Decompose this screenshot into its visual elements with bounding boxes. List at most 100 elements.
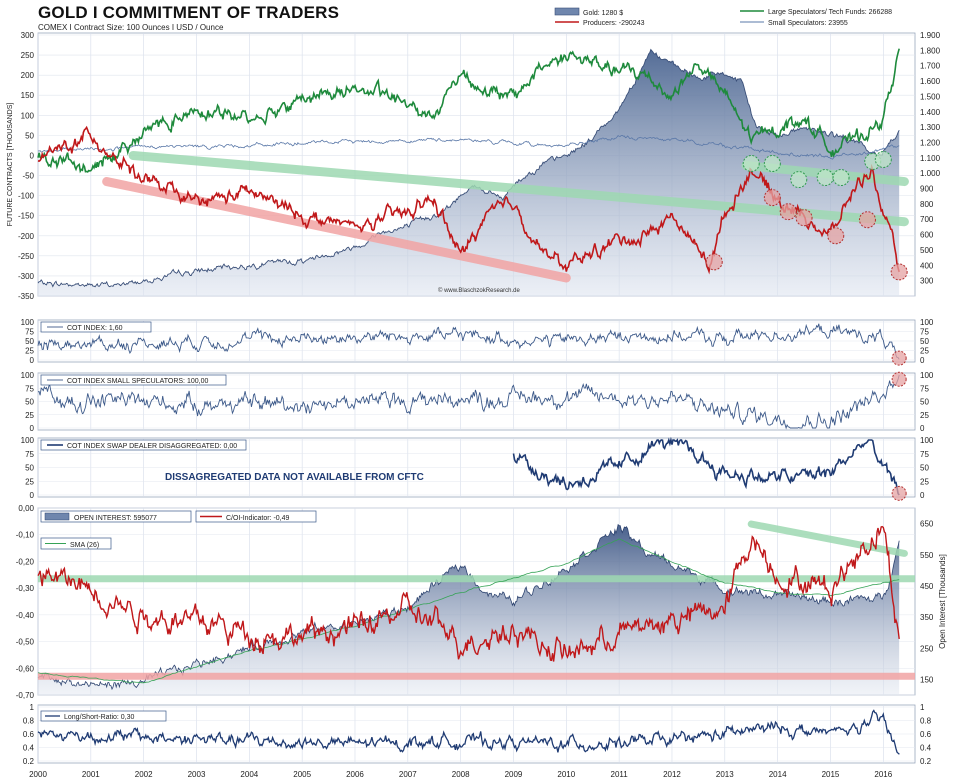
red-marker (705, 253, 723, 271)
green-marker (790, 171, 808, 189)
y-tick-label: 1 (30, 703, 35, 712)
y2-tick-label: 500 (920, 246, 934, 255)
small-speculators-line (37, 135, 900, 160)
cot-index-line (37, 323, 900, 360)
green-marker (742, 154, 760, 172)
y2-tick-label: 100 (920, 371, 934, 380)
y2-tick-label: 400 (920, 261, 934, 270)
x-tick-label: 2008 (452, 770, 470, 779)
long-short-line (37, 709, 900, 755)
long-short-panel: 1 1 0.8 0.8 0.6 0.6 0.4 0.4 0.2 0.2 Long/Short-Rat… (23, 703, 932, 766)
cot-index-swap-dealer-legend-box (40, 439, 247, 451)
y2-tick-label: 50 (920, 337, 929, 346)
y-tick-label: 25 (25, 347, 34, 356)
y2-tick-label: 650 (920, 520, 934, 529)
cot-index-legend-box (40, 321, 152, 333)
x-tick-label: 2002 (135, 770, 153, 779)
y2-tick-label: 25 (920, 477, 929, 486)
y-tick-label: 25 (25, 477, 34, 486)
x-tick-label: 2016 (874, 770, 892, 779)
producers-legend-label: Producers: -290243 (583, 20, 645, 27)
red-marker (891, 485, 907, 501)
cot-index-swap-dealer-line (512, 436, 900, 496)
y-tick-label: -300 (18, 272, 35, 281)
x-tick-label: 2005 (293, 770, 311, 779)
x-tick-label: 2003 (188, 770, 206, 779)
y2-tick-label: 700 (920, 215, 934, 224)
x-tick-label: 2014 (769, 770, 787, 779)
y-tick-label: -0,20 (16, 557, 35, 566)
y2-tick-label: 150 (920, 675, 934, 684)
red-marker (795, 209, 813, 227)
ls-legend-label: Long/Short-Ratio: 0,30 (64, 714, 135, 721)
y-tick-label: 0,00 (18, 504, 34, 513)
y2-tick-label: 50 (920, 398, 929, 407)
x-tick-label: 2011 (611, 770, 629, 779)
y2-tick-label: 1.100 (920, 154, 941, 163)
gold-legend-label: Gold: 1280 $ (583, 10, 623, 17)
y2-tick-label: 75 (920, 450, 929, 459)
y-tick-label: 0.2 (23, 757, 35, 766)
y2-tick-label: 550 (920, 551, 934, 560)
y2-tick-label: 50 (920, 464, 929, 473)
red-marker (779, 203, 797, 221)
x-tick-label: 2007 (399, 770, 417, 779)
green-marker (816, 169, 834, 187)
watermark: © www.BlaschzokResearch.de (438, 287, 520, 294)
y2-tick-label: 1.500 (920, 92, 941, 101)
red-marker (763, 189, 781, 207)
y-axis-label: FUTURE CONTRACTS [THOUSANDS] (7, 103, 14, 227)
x-tick-label: 2009 (505, 770, 523, 779)
y2-tick-label: 600 (920, 231, 934, 240)
x-tick-label: 2010 (557, 770, 575, 779)
coi-legend-label: C/OI-Indicator: -0,49 (226, 515, 290, 522)
y-tick-label: -50 (22, 172, 34, 181)
producers-line (37, 125, 900, 275)
top-legend: Gold: 1280 $ Producers: -290243 Large Spec… (554, 7, 892, 27)
y-tick-label: -0,50 (16, 638, 35, 647)
oi-upper-band (747, 520, 908, 557)
y2-tick-label: 1.200 (920, 138, 941, 147)
gold-line (37, 48, 900, 288)
chart-title: GOLD I COMMITMENT OF TRADERS (38, 3, 340, 22)
y-tick-label: 0.8 (23, 717, 35, 726)
red-marker (890, 263, 908, 281)
gold-legend-swatch (554, 7, 580, 16)
y2-tick-label: 100 (920, 436, 934, 445)
y-tick-label: 75 (25, 450, 34, 459)
coi-legend-box (195, 510, 317, 523)
y2-tick-label: 1.700 (920, 62, 941, 71)
y-tick-label: 75 (25, 384, 34, 393)
y2-tick-label: 0.6 (920, 730, 932, 739)
large-specs-legend-label: Large Speculators/ Tech Funds: 266288 (768, 9, 892, 16)
oi-legend-label: OPEN INTEREST: 595077 (74, 515, 157, 522)
y-tick-label: 100 (21, 318, 35, 327)
cot-index-small-specs-panel: 100 100 75 75 50 50 25 25 0 0 COT INDEX SMALL SPEC… (21, 371, 934, 433)
y2-tick-label: 75 (920, 328, 929, 337)
green-marker (874, 150, 892, 168)
y-tick-label: 0 (30, 424, 35, 433)
y2-tick-label: 25 (920, 411, 929, 420)
cot-index-small-specs-line (37, 374, 900, 430)
y2-tick-label: 0.8 (920, 717, 932, 726)
y-tick-label: -350 (18, 292, 35, 301)
y-tick-label: -0,30 (16, 584, 35, 593)
x-tick-label: 2004 (240, 770, 258, 779)
y-tick-label: 50 (25, 131, 34, 140)
red-marker (827, 227, 845, 245)
support-trend-band (128, 150, 909, 227)
y-tick-label: -0,10 (16, 531, 35, 540)
y-tick-label: -200 (18, 232, 35, 241)
cot-index-swap-dealer-legend-label: COT INDEX SWAP DEALER DISAGGREGATED: 0,0… (67, 443, 237, 450)
y2-tick-label: 1.800 (920, 46, 941, 55)
y-tick-label: 100 (21, 371, 35, 380)
y2-tick-label: 450 (920, 582, 934, 591)
y-tick-label: 150 (21, 91, 35, 100)
x-tick-label: 2013 (716, 770, 734, 779)
cot-index-swap-dealer-panel: 100 100 75 75 50 50 25 25 0 0 COT INDEX SWAP DEALE… (21, 436, 934, 501)
gold-area (38, 49, 900, 296)
y2-tick-label: 900 (920, 185, 934, 194)
x-tick-label: 2001 (82, 770, 100, 779)
y-tick-label: -250 (18, 252, 35, 261)
